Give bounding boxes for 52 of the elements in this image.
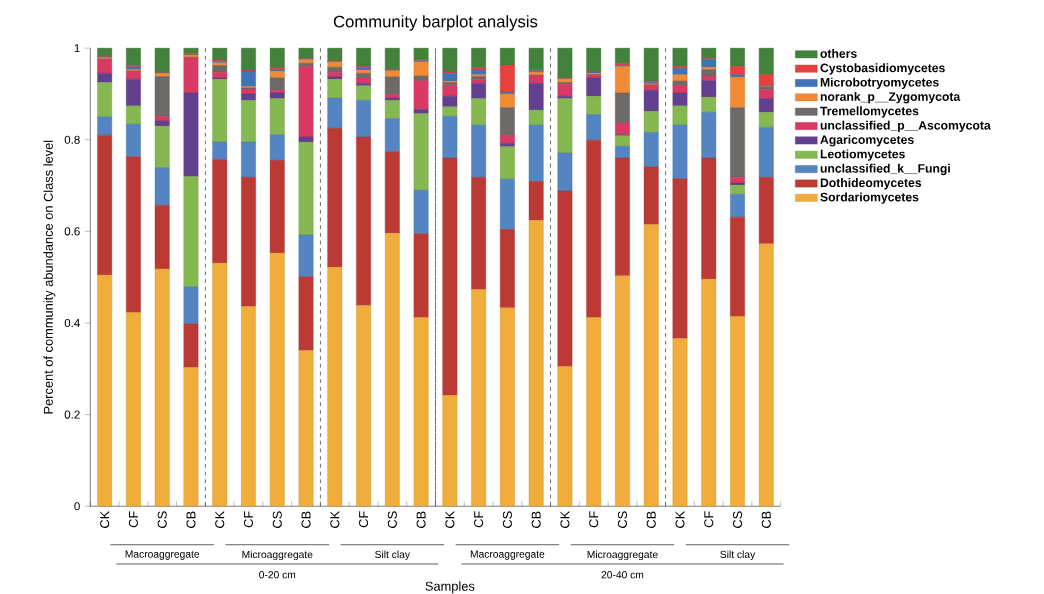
x-tick-label: CF xyxy=(704,511,714,528)
x-tick-label: CK xyxy=(330,511,340,529)
x-tick-label: CB xyxy=(186,511,196,529)
y-tick-label: 0.6 xyxy=(64,227,80,236)
y-tick-label: 0.8 xyxy=(64,135,80,144)
chart-title: Community barplot analysis xyxy=(333,15,538,31)
x-tick-label: CB xyxy=(416,511,426,529)
x-tick-label: CK xyxy=(100,511,110,529)
x-tick-label: CS xyxy=(502,511,512,529)
x-tick-label: CF xyxy=(474,511,484,528)
legend-label: Cystobasidiomycetes xyxy=(820,63,945,75)
x-tick-label: CB xyxy=(531,511,541,529)
text: Macroaggregate xyxy=(470,550,545,560)
x-tick-label: CS xyxy=(272,511,282,529)
y-tick-label: 1 xyxy=(74,44,80,53)
text: Macroaggregate xyxy=(125,550,200,560)
y-tick-label: 0.4 xyxy=(64,318,80,328)
text: Microaggregate xyxy=(587,550,658,561)
text: Microaggregate xyxy=(242,550,313,561)
x-tick-label: CF xyxy=(589,511,599,528)
text: Silt clay xyxy=(375,550,410,561)
x-tick-label: CK xyxy=(675,511,685,529)
y-tick-label: 0 xyxy=(74,502,80,511)
text: 0-20 cm xyxy=(259,571,296,579)
x-tick-label: CF xyxy=(359,511,369,528)
x-tick-label: CB xyxy=(646,511,656,529)
legend-label: norank_p__Zygomycota xyxy=(820,92,961,104)
x-axis-title: Samples xyxy=(425,581,475,594)
legend-label: unclassified_k__Fungi xyxy=(820,163,950,176)
x-tick-label: CS xyxy=(157,511,167,529)
legend-label: others xyxy=(820,49,857,58)
legend-label: unclassified_p__Ascomycota xyxy=(820,120,991,133)
x-tick-label: CK xyxy=(560,511,570,529)
x-tick-label: CF xyxy=(243,511,254,528)
legend-label: Leotiomycetes xyxy=(820,149,905,161)
x-tick-label: CK xyxy=(215,511,225,529)
x-tick-label: CB xyxy=(761,511,771,529)
legend-label: Microbotryomycetes xyxy=(820,77,939,90)
x-tick-label: CB xyxy=(301,511,311,529)
x-tick-label: CS xyxy=(387,511,397,529)
text: Silt clay xyxy=(720,550,756,561)
x-tick-label: CK xyxy=(445,511,455,529)
y-tick-label: 0.2 xyxy=(64,410,80,419)
legend-label: Tremellomycetes xyxy=(820,106,919,118)
y-axis-title: Percent of community abundance on Class level xyxy=(43,140,56,414)
x-tick-label: CS xyxy=(732,511,743,529)
x-tick-label: CS xyxy=(617,511,627,529)
text: 20-40 cm xyxy=(601,571,644,579)
legend-label: Agaricomycetes xyxy=(820,135,914,147)
legend-label: Sordariomycetes xyxy=(820,192,919,204)
legend-label: Dothideomycetes xyxy=(820,178,922,190)
x-tick-label: CF xyxy=(128,511,138,528)
